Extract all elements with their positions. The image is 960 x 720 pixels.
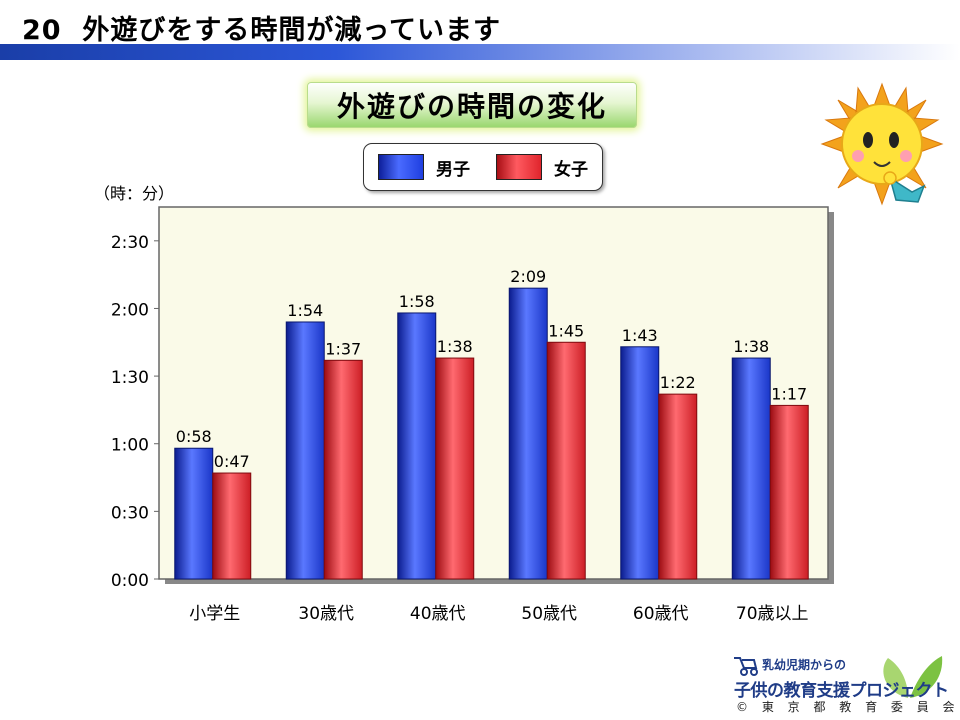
data-label-boys: 0:58 xyxy=(176,427,212,446)
data-label-girls: 1:37 xyxy=(325,339,361,358)
stroller-icon xyxy=(734,657,758,676)
leaf-icon xyxy=(883,656,943,698)
y-tick-label: 1:00 xyxy=(111,436,149,456)
y-tick-label: 2:00 xyxy=(111,300,149,320)
bar-boys xyxy=(731,357,771,580)
slide-number: 20 xyxy=(22,15,62,46)
slide-title-text: 外遊びをする時間が減っています xyxy=(82,15,502,46)
y-tick-label: 1:30 xyxy=(111,368,149,388)
data-label-girls: 1:17 xyxy=(771,384,807,403)
project-logo: 乳幼児期からの 子供の教育支援プロジェクト © 東 京 都 教 育 委 員 会 xyxy=(728,652,955,716)
x-tick-label: 40歳代 xyxy=(410,604,466,624)
logo-title: 子供の教育支援プロジェクト xyxy=(734,681,949,701)
bar-girls xyxy=(769,404,809,580)
logo-copyright: © 東 京 都 教 育 委 員 会 xyxy=(736,700,960,714)
data-label-boys: 1:43 xyxy=(622,326,658,345)
data-label-girls: 1:38 xyxy=(437,337,473,356)
chart-title-banner: 外遊びの時間の変化 xyxy=(307,82,637,128)
data-label-girls: 0:47 xyxy=(214,452,250,471)
slide-header: 20 外遊びをする時間が減っています xyxy=(0,0,960,64)
legend-label-boys: 男子 xyxy=(436,159,470,180)
data-label-boys: 1:54 xyxy=(287,301,323,320)
y-tick-label: 0:30 xyxy=(111,503,149,523)
x-tick-label: 30歳代 xyxy=(298,604,354,624)
bar-girls xyxy=(435,357,475,580)
y-axis: 0:00 0:30 1:00 1:30 2:00 2:30 xyxy=(111,233,159,591)
chart-legend: 男子 女子 xyxy=(363,143,603,191)
y-tick-label: 2:30 xyxy=(111,233,149,253)
sun-mascot-icon xyxy=(820,82,944,206)
logo-subtitle: 乳幼児期からの xyxy=(762,658,847,672)
bar-girls xyxy=(212,472,252,580)
bar-boys xyxy=(620,346,660,580)
bar-boys xyxy=(174,447,214,580)
slide-title: 20 外遊びをする時間が減っています xyxy=(22,8,501,47)
plot-area xyxy=(158,206,829,580)
legend-swatch-girls xyxy=(496,154,542,180)
x-tick-label: 50歳代 xyxy=(521,604,577,624)
legend-label-girls: 女子 xyxy=(554,159,588,180)
chart-title: 外遊びの時間の変化 xyxy=(336,90,607,123)
legend-item-boys: 男子 xyxy=(378,154,470,180)
bar-boys xyxy=(508,287,548,580)
data-label-boys: 2:09 xyxy=(510,267,546,286)
data-label-girls: 1:22 xyxy=(660,373,696,392)
bar-girls xyxy=(658,393,698,580)
bar-girls xyxy=(323,359,363,580)
bar-girls xyxy=(546,341,586,580)
data-label-girls: 1:45 xyxy=(548,321,584,340)
bar-boys xyxy=(285,321,325,580)
y-axis-unit-label: （時：分） xyxy=(94,184,175,203)
bars: 0:580:47 1:541:37 1:58 1:38 2:09 1:45 1:43 1:22… xyxy=(174,267,809,580)
header-gradient-bar xyxy=(0,44,960,60)
data-label-boys: 1:38 xyxy=(733,337,769,356)
x-tick-label: 60歳代 xyxy=(633,604,689,624)
bar-boys xyxy=(397,312,437,580)
x-tick-label: 70歳以上 xyxy=(736,604,809,624)
data-label-boys: 1:58 xyxy=(399,292,435,311)
legend-swatch-boys xyxy=(378,154,424,180)
x-axis-labels: 小学生 30歳代 40歳代 50歳代 60歳代 70歳以上 xyxy=(189,604,808,624)
legend-item-girls: 女子 xyxy=(496,154,588,180)
x-tick-label: 小学生 xyxy=(189,604,240,624)
y-tick-label: 0:00 xyxy=(111,571,149,591)
